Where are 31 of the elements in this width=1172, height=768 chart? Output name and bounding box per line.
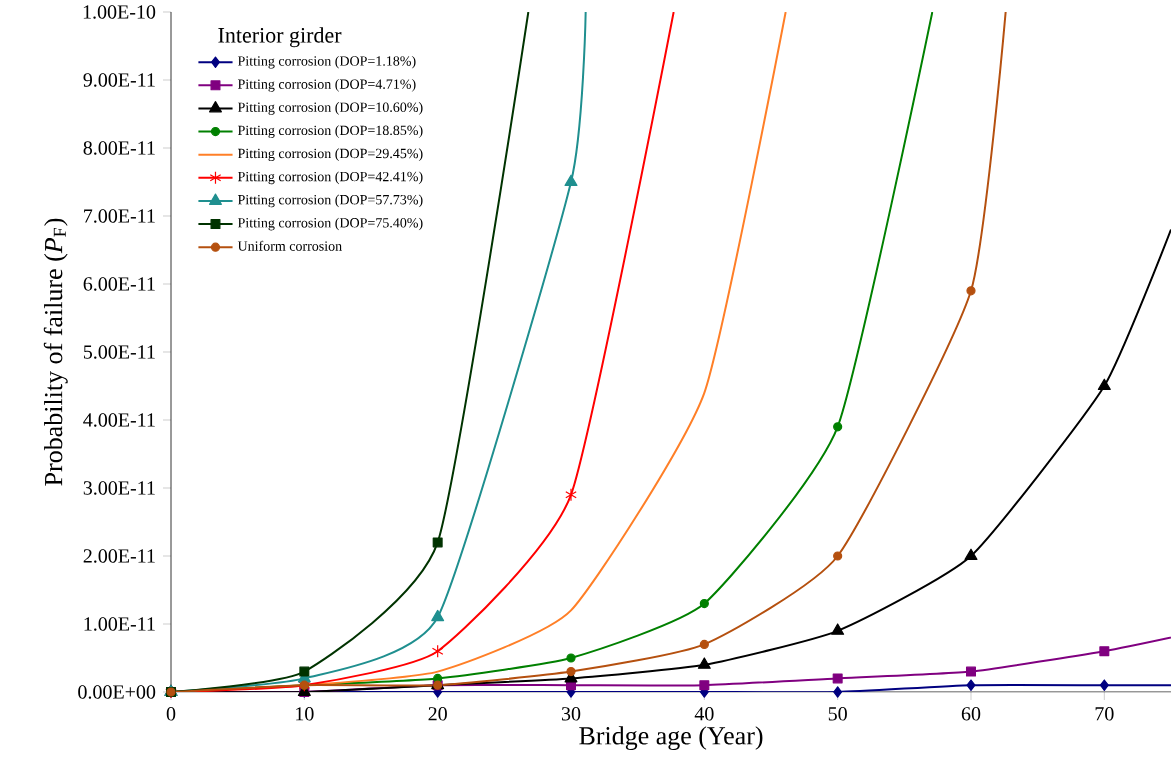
y-tick-label: 6.00E-11 xyxy=(83,277,155,291)
y-tick-label: 1.00E-10 xyxy=(83,5,156,19)
legend-label: Pitting corrosion (DOP=1.18%) xyxy=(237,55,416,69)
y-axis-title: Probability of failure (P$_{F}$) xyxy=(43,218,68,486)
legend-label: Pitting corrosion (DOP=75.40%) xyxy=(237,217,423,231)
x-tick-label: 30 xyxy=(561,707,581,721)
x-axis-title: Bridge age (Year) xyxy=(579,726,763,750)
x-tick-label: 60 xyxy=(961,707,981,721)
legend-title: Interior girder xyxy=(218,27,342,48)
y-tick-label: 3.00E-11 xyxy=(83,481,155,495)
legend-label: Uniform corrosion xyxy=(237,240,342,251)
legend-label: Pitting corrosion (DOP=57.73%) xyxy=(237,194,423,208)
legend-label: Pitting corrosion (DOP=4.71%) xyxy=(237,79,416,92)
legend-label: Pitting corrosion (DOP=29.45%) xyxy=(237,148,423,162)
y-tick-label: 5.00E-11 xyxy=(83,345,155,359)
x-tick-label: 40 xyxy=(694,707,714,721)
legend-label: Pitting corrosion (DOP=42.41%) xyxy=(237,171,423,185)
x-tick-label: 20 xyxy=(428,707,447,721)
y-tick-label: 8.00E-11 xyxy=(83,141,155,155)
x-tick-label: 10 xyxy=(296,707,314,721)
y-tick-label: 1.00E-11 xyxy=(84,617,155,631)
x-tick-label: 70 xyxy=(1095,707,1114,721)
y-tick-label: 9.00E-11 xyxy=(83,73,155,87)
x-tick-label: 0 xyxy=(166,707,176,721)
x-tick-label: 50 xyxy=(828,707,847,721)
legend-label: Pitting corrosion (DOP=10.60%) xyxy=(237,102,423,115)
y-tick-label: 0.00E+00 xyxy=(78,685,156,699)
legend-label: Pitting corrosion (DOP=18.85%) xyxy=(237,125,423,138)
y-tick-label: 4.00E-11 xyxy=(83,413,155,427)
y-tick-label: 7.00E-11 xyxy=(84,209,155,223)
y-tick-label: 2.00E-11 xyxy=(83,549,155,563)
